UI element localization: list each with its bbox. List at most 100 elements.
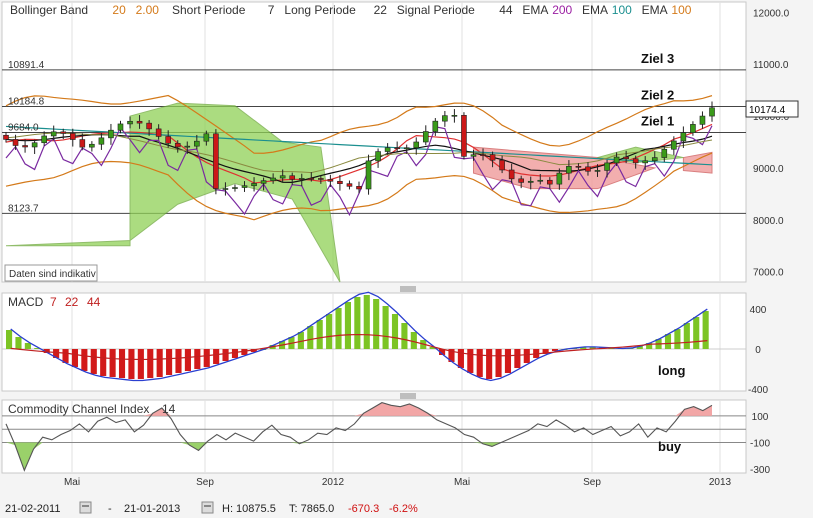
candle-body: [241, 185, 248, 188]
macd-histogram-bar: [307, 326, 314, 349]
macd-histogram-bar: [43, 349, 50, 353]
candle-body: [623, 156, 629, 160]
macd-histogram-bar: [401, 323, 408, 349]
candle-body: [308, 178, 315, 180]
macd-y-tick-label: 0: [755, 345, 761, 356]
macd-param: 22: [65, 295, 79, 309]
macd-histogram-bar: [542, 349, 549, 354]
calendar-to-icon[interactable]: [201, 501, 214, 514]
candle-body: [289, 175, 296, 180]
x-tick-label: Mai: [454, 477, 470, 488]
cci-line: [5, 402, 713, 472]
macd-histogram-bar: [250, 349, 257, 352]
candle-body: [451, 115, 458, 117]
macd-histogram-bar: [646, 343, 653, 349]
candle-body: [489, 154, 496, 161]
legend-entry: 2.00: [136, 3, 160, 17]
macd-histogram-bar: [363, 295, 370, 349]
macd-histogram-bar: [495, 349, 502, 377]
candle-body: [403, 147, 410, 150]
legend-entry: Bollinger Band: [10, 3, 88, 17]
candle-body: [499, 159, 505, 171]
macd-histogram-bar: [128, 349, 135, 379]
price-y-tick-label: 10000.0: [753, 112, 790, 123]
legend-entry: 44: [499, 3, 513, 17]
candle-body: [690, 124, 696, 133]
candle-body: [136, 120, 143, 124]
candle-body: [251, 183, 257, 187]
macd-histogram-bar: [683, 323, 690, 349]
macd-histogram-bar: [504, 349, 512, 373]
candle-body: [12, 139, 19, 146]
x-tick-label: 2013: [709, 477, 732, 488]
cci-signal-label: buy: [658, 439, 682, 454]
macd-histogram-bar: [589, 347, 596, 349]
macd-param: 44: [87, 295, 101, 309]
legend-entry: Short Periode: [172, 3, 246, 17]
bollinger-upper-line: [5, 94, 713, 154]
candle-body: [194, 140, 200, 147]
candle-body: [566, 165, 572, 174]
macd-histogram-bar: [551, 349, 559, 351]
macd-histogram-bar: [410, 332, 417, 349]
ema-long-line: [5, 134, 713, 183]
cci-param: 14: [162, 402, 176, 416]
candle-body: [518, 178, 524, 183]
x-tick-label: Mai: [64, 477, 80, 488]
candle-body: [508, 169, 515, 180]
candle-body: [547, 179, 553, 185]
candle-body: [461, 115, 467, 157]
macd-histogram-bar: [429, 347, 436, 349]
macd-histogram-bar: [15, 337, 22, 349]
macd-histogram-bar: [326, 314, 333, 349]
macd-signal-label: long: [658, 363, 685, 378]
price-badge-box: [745, 100, 799, 118]
macd-histogram-bar: [109, 349, 116, 377]
candle-body: [604, 162, 610, 171]
calendar-from-icon[interactable]: [79, 501, 92, 514]
macd-histogram-bar: [118, 349, 126, 378]
ema-short-line: [5, 132, 713, 174]
splitter-grip-cci[interactable]: [400, 393, 416, 399]
footer-change-abs: -670.3: [348, 503, 379, 515]
macd-histogram-bar: [184, 349, 191, 371]
candle-body: [203, 133, 210, 142]
candle-body: [356, 186, 362, 190]
candle-body: [480, 154, 486, 156]
price-y-tick-label: 7000.0: [753, 268, 784, 279]
candle-body: [585, 166, 591, 172]
candle-body: [642, 160, 649, 164]
legend-entry: 7: [268, 3, 275, 17]
candle-body: [337, 180, 343, 184]
macd-histogram-bar: [241, 349, 248, 355]
candle-body: [69, 133, 76, 140]
footer-high: H: 10875.5: [222, 503, 276, 515]
macd-histogram-bar: [53, 349, 60, 358]
splitter-grip-macd[interactable]: [400, 286, 416, 292]
cci-y-tick-label: -300: [750, 465, 770, 476]
macd-layer: [6, 291, 709, 382]
macd-histogram-bar: [457, 349, 464, 368]
candle-body: [270, 177, 276, 181]
candle-body: [155, 128, 162, 137]
target-label: Ziel 1: [641, 113, 674, 128]
candle-body: [117, 123, 124, 131]
bollinger-lower-line: [5, 152, 713, 221]
candle-body: [394, 147, 400, 150]
footer-to: 21-01-2013: [124, 503, 180, 515]
macd-histogram-bar: [316, 320, 323, 349]
target-label: Ziel 3: [641, 51, 674, 66]
macd-histogram-bar: [523, 349, 530, 363]
data-note: Daten sind indikativ: [9, 269, 96, 280]
macd-title: MACD: [8, 295, 44, 309]
price-badge: 10174.4: [749, 105, 786, 116]
macd-histogram-bar: [391, 314, 399, 349]
price-y-tick-label: 11000.0: [753, 60, 789, 71]
candle-body: [98, 137, 105, 145]
macd-y-tick-label: 400: [750, 305, 767, 316]
candle-body: [222, 188, 229, 190]
macd-histogram-bar: [6, 330, 13, 349]
macd-histogram-bar: [674, 329, 681, 349]
macd-signal-line: [10, 333, 708, 361]
